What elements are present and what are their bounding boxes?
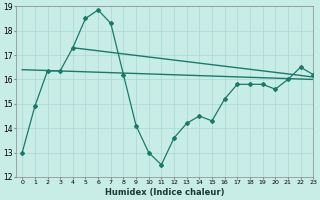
X-axis label: Humidex (Indice chaleur): Humidex (Indice chaleur) <box>105 188 224 197</box>
